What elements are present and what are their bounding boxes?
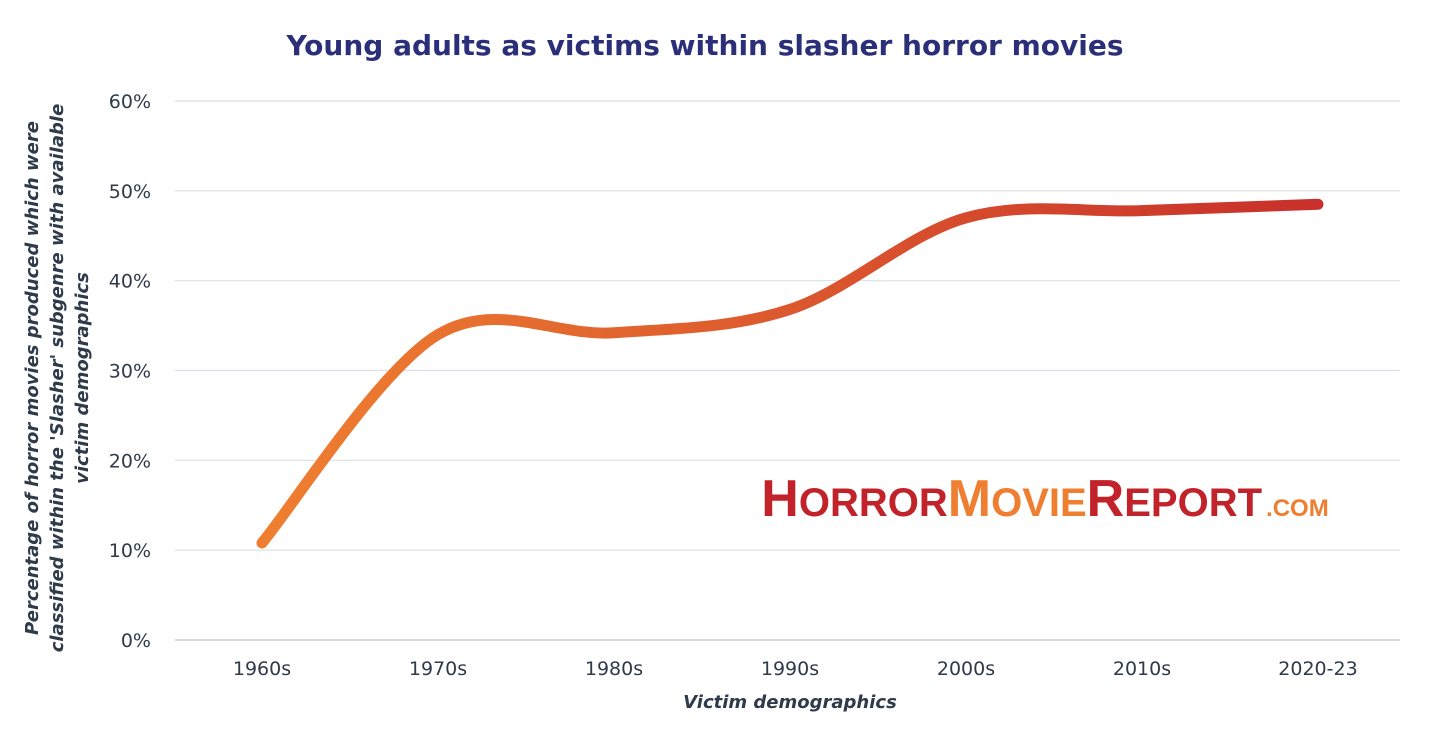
x-axis-ticks: 1960s 1970s 1980s 1990s 2000s 2010s 2020-23 xyxy=(233,658,1358,680)
svg-text:HORRORMOVIEREPORT.COM: HORRORMOVIEREPORT .COM xyxy=(761,470,1328,528)
x-tick-label: 2010s xyxy=(1113,658,1171,680)
series-line-young-adults xyxy=(256,198,1324,549)
logo-cap-m: M xyxy=(948,470,991,528)
y-axis-title-line-3: victim demographics xyxy=(72,272,93,484)
y-tick-label: 0% xyxy=(121,630,151,652)
logo-cap-h: H xyxy=(761,470,799,528)
data-point-1960s xyxy=(257,537,268,548)
logo-cap-r: R xyxy=(1087,470,1125,528)
data-point-2000s xyxy=(961,212,972,223)
x-tick-label: 1960s xyxy=(233,658,291,680)
data-point-1990s xyxy=(785,304,796,315)
x-tick-label: 1990s xyxy=(761,658,819,680)
horrormoviereport-logo: HORRORMOVIEREPORT .COM xyxy=(761,470,1328,528)
x-tick-label: 1970s xyxy=(409,658,467,680)
gridlines xyxy=(175,100,1400,641)
y-axis-title-line-2: classified within the 'Slasher' subgenre… xyxy=(47,104,68,653)
x-tick-label: 1980s xyxy=(585,658,643,680)
y-tick-label: 50% xyxy=(109,181,151,203)
data-point-2020-23 xyxy=(1313,199,1324,210)
data-point-2010s xyxy=(1137,205,1148,216)
data-point-1970s xyxy=(433,329,444,340)
chart-title: Young adults as victims within slasher h… xyxy=(285,29,1123,62)
x-tick-label: 2020-23 xyxy=(1278,658,1357,680)
y-axis-title-line-1: Percentage of horror movies produced whi… xyxy=(22,121,43,635)
x-tick-label: 2000s xyxy=(937,658,995,680)
y-axis-ticks: 0% 10% 20% 30% 40% 50% 60% xyxy=(109,91,151,652)
x-axis-title: Victim demographics xyxy=(683,692,897,713)
data-point-1980s xyxy=(609,327,620,338)
logo-word-ovie: OVIE xyxy=(991,481,1087,525)
logo-dot-com: .COM xyxy=(1266,495,1329,522)
y-tick-label: 40% xyxy=(109,271,151,293)
y-tick-label: 20% xyxy=(109,450,151,472)
y-tick-label: 60% xyxy=(109,91,151,113)
logo-word-orror: ORROR xyxy=(799,481,948,525)
logo-word-eport: EPORT xyxy=(1124,481,1262,525)
y-tick-label: 30% xyxy=(109,361,151,383)
y-tick-label: 10% xyxy=(109,540,151,562)
